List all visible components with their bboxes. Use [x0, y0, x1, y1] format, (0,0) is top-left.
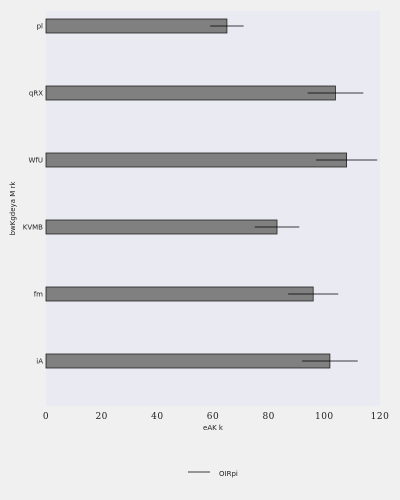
x-tick-label: 120 — [371, 412, 390, 422]
y-tick-label: WfU — [28, 157, 43, 165]
legend-label: OIRpi — [219, 470, 238, 478]
y-tick-label: iA — [36, 358, 43, 366]
bar-fm — [45, 286, 314, 302]
y-tick-label: fm — [34, 291, 43, 299]
x-tick-label: 0 — [43, 412, 49, 422]
x-tick-label: 20 — [95, 412, 107, 422]
legend: OIRpi — [188, 470, 238, 478]
y-tick-label: KVMB — [23, 224, 43, 232]
bar-WfU — [45, 152, 348, 168]
bar-qRX — [45, 85, 336, 101]
x-tick-label: 80 — [262, 412, 274, 422]
x-tick-label: 60 — [207, 412, 219, 422]
x-axis-label: eAK k — [203, 424, 224, 432]
bar-KVMB — [45, 219, 278, 235]
y-tick-labels: pl qRX WfU KVMB fm iA — [23, 23, 43, 366]
y-tick-label: pl — [37, 23, 43, 31]
x-tick-labels: 0 20 40 60 80 100 120 — [43, 412, 389, 422]
y-axis-label: bwKgdeya M rk — [9, 181, 17, 236]
plot-area — [46, 11, 380, 406]
bar-pl — [45, 18, 228, 34]
error-bars-group — [210, 25, 378, 362]
x-tick-label: 100 — [315, 412, 334, 422]
x-tick-label: 40 — [151, 412, 163, 422]
y-tick-label: qRX — [29, 90, 43, 98]
bar-iA — [45, 353, 331, 369]
